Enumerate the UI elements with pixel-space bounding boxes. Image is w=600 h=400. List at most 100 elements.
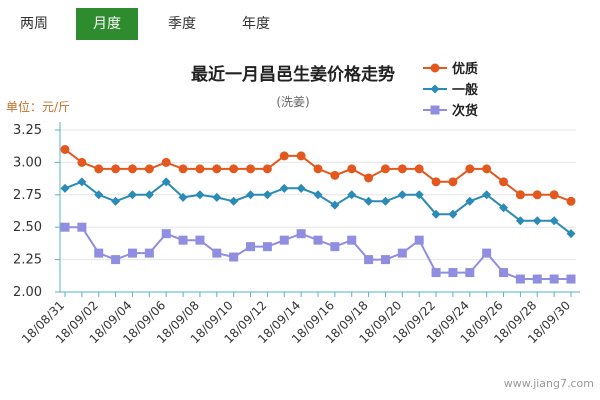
y-tick-label: 3.00 <box>13 155 42 170</box>
data-point <box>161 177 171 187</box>
data-point <box>549 216 559 226</box>
data-point <box>212 248 222 258</box>
data-point <box>499 268 509 278</box>
data-point <box>60 183 70 193</box>
data-point <box>566 274 576 284</box>
data-point <box>397 190 407 200</box>
data-point <box>414 235 424 245</box>
data-point <box>566 229 576 239</box>
data-point <box>161 157 171 167</box>
data-point <box>532 190 542 200</box>
data-point <box>397 164 407 174</box>
data-point <box>94 190 104 200</box>
tab-yearly[interactable]: 年度 <box>242 16 270 32</box>
data-point <box>499 177 509 187</box>
data-point <box>380 255 390 265</box>
data-point <box>364 255 374 265</box>
data-point <box>229 252 239 262</box>
tab-quarterly[interactable]: 季度 <box>168 16 196 32</box>
data-point <box>347 235 357 245</box>
data-point <box>279 235 289 245</box>
watermark: www.jiang7.com <box>504 377 594 390</box>
data-point <box>549 274 559 284</box>
data-point <box>330 242 340 252</box>
data-point <box>279 151 289 161</box>
chart-subtitle: (洗姜) <box>276 95 309 109</box>
data-point <box>330 170 340 180</box>
data-point <box>465 196 475 206</box>
y-tick-label: 2.00 <box>13 285 42 300</box>
data-point <box>380 196 390 206</box>
data-point <box>229 196 239 206</box>
data-point <box>532 216 542 226</box>
data-point <box>347 190 357 200</box>
series-line <box>64 180 572 235</box>
data-point <box>229 164 239 174</box>
data-point <box>364 173 374 183</box>
data-point <box>246 164 256 174</box>
y-tick-label: 2.75 <box>13 188 42 203</box>
legend-marker <box>430 63 440 73</box>
data-point <box>178 164 188 174</box>
data-point <box>431 209 441 219</box>
legend-marker <box>430 105 440 115</box>
legend-label: 一般 <box>452 82 478 98</box>
data-point <box>77 222 87 232</box>
data-point <box>515 190 525 200</box>
data-point <box>499 203 509 213</box>
data-point <box>262 190 272 200</box>
data-point <box>111 196 121 206</box>
data-point <box>195 164 205 174</box>
legend-marker <box>430 84 440 94</box>
data-point <box>414 164 424 174</box>
data-point <box>296 229 306 239</box>
series-line <box>65 226 571 280</box>
data-point <box>431 268 441 278</box>
data-point <box>397 248 407 258</box>
tab-two-weeks[interactable]: 两周 <box>20 16 48 32</box>
data-point <box>549 190 559 200</box>
data-point <box>195 235 205 245</box>
data-point <box>465 268 475 278</box>
data-point <box>111 255 121 265</box>
data-point <box>313 164 323 174</box>
data-point <box>380 164 390 174</box>
data-point <box>178 235 188 245</box>
data-point <box>262 164 272 174</box>
y-tick-label: 3.25 <box>13 123 42 138</box>
data-point <box>77 177 87 187</box>
data-point <box>364 196 374 206</box>
data-point <box>246 242 256 252</box>
data-point <box>482 164 492 174</box>
data-point <box>144 190 154 200</box>
data-point <box>94 248 104 258</box>
tab-monthly[interactable]: 月度 <box>76 8 138 40</box>
data-point <box>144 164 154 174</box>
data-point <box>111 164 121 174</box>
data-point <box>127 248 137 258</box>
data-point <box>127 164 137 174</box>
data-point <box>262 242 272 252</box>
data-point <box>482 190 492 200</box>
data-point <box>212 164 222 174</box>
data-point <box>212 192 222 202</box>
data-point <box>330 200 340 210</box>
data-point <box>448 177 458 187</box>
chart-title: 最近一月昌邑生姜价格走势 <box>191 64 395 85</box>
data-point <box>144 248 154 258</box>
data-point <box>279 183 289 193</box>
data-point <box>431 177 441 187</box>
data-point <box>515 274 525 284</box>
y-tick-label: 2.50 <box>13 220 42 235</box>
legend-label: 优质 <box>452 61 478 77</box>
data-point <box>178 192 188 202</box>
data-point <box>515 216 525 226</box>
data-point <box>465 164 475 174</box>
data-point <box>448 268 458 278</box>
data-point <box>482 248 492 258</box>
data-point <box>347 164 357 174</box>
data-point <box>296 151 306 161</box>
data-point <box>77 157 87 167</box>
y-axis-unit-label: 单位：元/斤 <box>6 99 70 114</box>
